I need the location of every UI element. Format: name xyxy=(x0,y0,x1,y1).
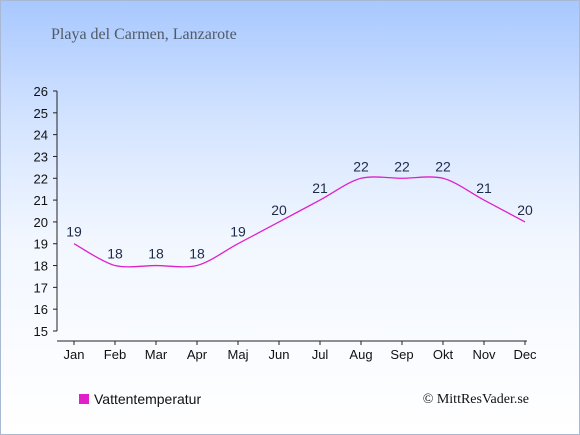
x-tick-label: Jun xyxy=(269,347,290,362)
x-tick-label: Feb xyxy=(104,347,126,362)
data-label: 22 xyxy=(353,158,369,174)
chart-title: Playa del Carmen, Lanzarote xyxy=(51,26,237,43)
data-label: 21 xyxy=(476,180,492,196)
x-tick-label: Okt xyxy=(433,347,454,362)
x-tick-label: Aug xyxy=(349,347,372,362)
legend-label: Vattentemperatur xyxy=(94,391,201,407)
data-label: 19 xyxy=(230,224,246,240)
data-label: 21 xyxy=(312,180,328,196)
y-axis: 15 16 17 18 19 20 21 22 23 24 25 26 xyxy=(34,84,58,339)
x-tick-label: Nov xyxy=(472,347,496,362)
y-tick-label: 17 xyxy=(34,280,48,295)
data-label: 19 xyxy=(66,224,82,240)
x-axis: Jan Feb Mar Apr Maj Jun Jul Aug Sep Okt Nov Dec xyxy=(57,340,537,362)
x-tick-label: Dec xyxy=(513,347,537,362)
data-labels: 19 18 18 18 19 20 21 22 22 22 21 20 xyxy=(66,158,533,261)
x-tick-label: Mar xyxy=(145,347,168,362)
data-label: 20 xyxy=(517,202,533,218)
y-tick-label: 18 xyxy=(34,259,48,274)
y-tick-label: 26 xyxy=(34,84,48,99)
y-tick-label: 22 xyxy=(34,171,48,186)
series-layer xyxy=(73,176,526,268)
y-tick-label: 21 xyxy=(34,193,48,208)
data-label: 18 xyxy=(107,246,123,262)
y-tick-label: 15 xyxy=(34,324,48,339)
data-label: 18 xyxy=(148,246,164,262)
data-label: 18 xyxy=(189,246,205,262)
y-tick-label: 19 xyxy=(34,237,48,252)
y-tick-label: 23 xyxy=(34,149,48,164)
data-label: 20 xyxy=(271,202,287,218)
series-line-vattentemperatur xyxy=(73,176,526,268)
x-tick-label: Maj xyxy=(228,347,249,362)
y-tick-label: 25 xyxy=(34,106,48,121)
x-tick-label: Jul xyxy=(312,347,329,362)
x-tick-label: Sep xyxy=(390,347,413,362)
y-tick-label: 16 xyxy=(34,302,48,317)
y-tick-label: 24 xyxy=(34,128,48,143)
data-label: 22 xyxy=(394,158,410,174)
x-tick-label: Jan xyxy=(64,347,85,362)
data-label: 22 xyxy=(435,158,451,174)
x-tick-label: Apr xyxy=(187,347,208,362)
legend-swatch xyxy=(79,394,89,404)
credit-text: © MittResVader.se xyxy=(423,392,529,407)
y-tick-label: 20 xyxy=(34,215,48,230)
